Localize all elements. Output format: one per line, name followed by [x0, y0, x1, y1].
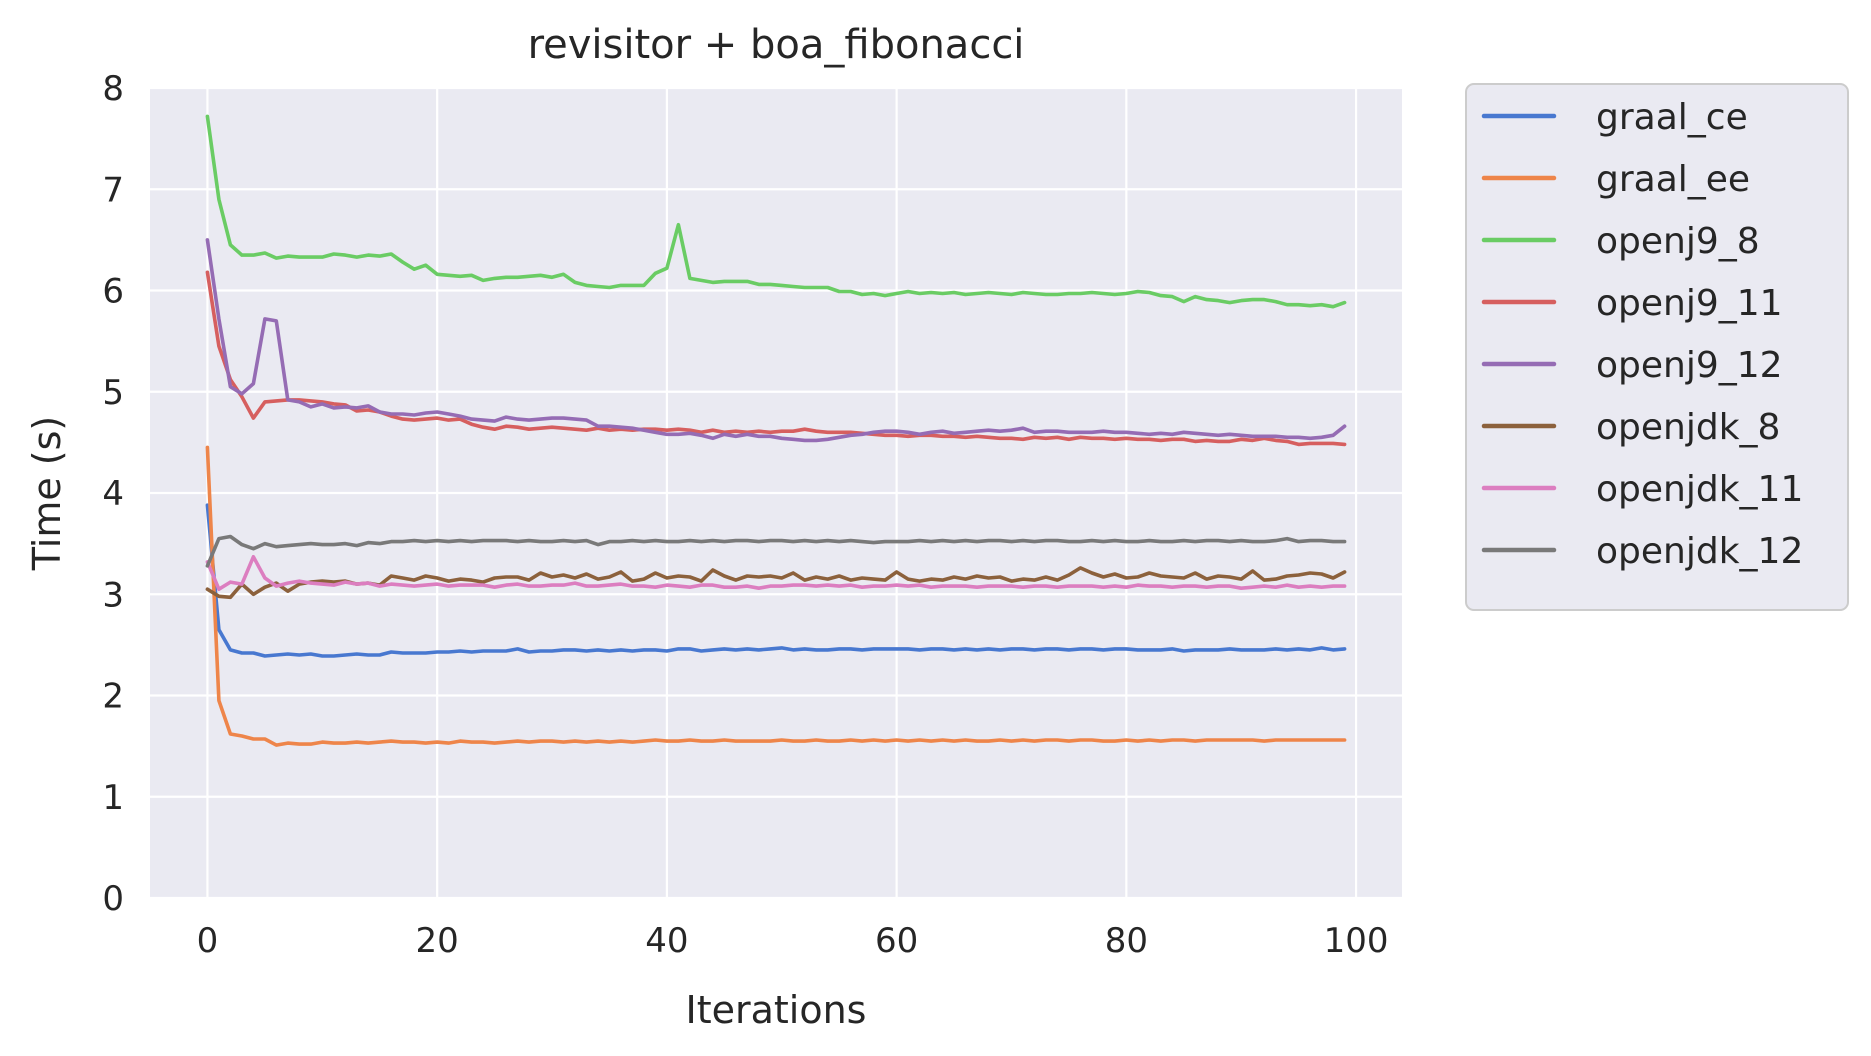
legend-label-openj9_8: openj9_8 — [1596, 221, 1760, 262]
y-tick-label: 3 — [102, 575, 124, 615]
y-tick-label: 4 — [102, 474, 124, 514]
legend-label-openjdk_12: openjdk_12 — [1596, 531, 1803, 572]
y-tick-label: 0 — [102, 879, 124, 919]
legend-label-openjdk_11: openjdk_11 — [1596, 469, 1803, 510]
series-line-openjdk_8 — [205, 566, 1347, 600]
legend-label-openj9_12: openj9_12 — [1596, 345, 1783, 386]
series-line-openj9_8 — [205, 114, 1347, 309]
legend-label-graal_ee: graal_ee — [1596, 159, 1750, 200]
x-tick-label: 40 — [645, 921, 688, 961]
grid-lines — [150, 86, 1402, 900]
x-tick-label: 80 — [1105, 921, 1148, 961]
series-line-graal_ee — [205, 445, 1347, 747]
y-tick-label: 1 — [102, 778, 124, 818]
legend-label-openj9_11: openj9_11 — [1596, 283, 1783, 324]
y-tick-label: 7 — [102, 170, 124, 210]
y-tick-label: 6 — [102, 272, 124, 312]
series-lines — [205, 114, 1347, 747]
series-line-openj9_12 — [205, 238, 1347, 443]
legend-label-openjdk_8: openjdk_8 — [1596, 407, 1780, 448]
series-line-openj9_11 — [205, 270, 1347, 447]
x-tick-label: 100 — [1324, 921, 1389, 961]
x-tick-label: 20 — [416, 921, 459, 961]
y-axis-label: Time (s) — [25, 416, 69, 572]
y-tick-label: 8 — [102, 69, 124, 109]
x-axis-label: Iterations — [686, 988, 867, 1032]
y-tick-label: 2 — [102, 677, 124, 717]
series-line-openjdk_11 — [205, 554, 1347, 592]
legend: graal_ce graal_ee openj9_8 openj9_11 openj9_… — [1465, 83, 1849, 611]
legend-box — [1465, 83, 1849, 611]
series-line-graal_ce — [205, 503, 1347, 658]
y-tick-label: 5 — [102, 373, 124, 413]
x-tick-label: 60 — [875, 921, 918, 961]
legend-label-graal_ce: graal_ce — [1596, 97, 1748, 138]
x-tick-label: 0 — [197, 921, 219, 961]
chart-title: revisitor + boa_fibonacci — [528, 22, 1025, 68]
series-line-openjdk_12 — [205, 534, 1347, 568]
